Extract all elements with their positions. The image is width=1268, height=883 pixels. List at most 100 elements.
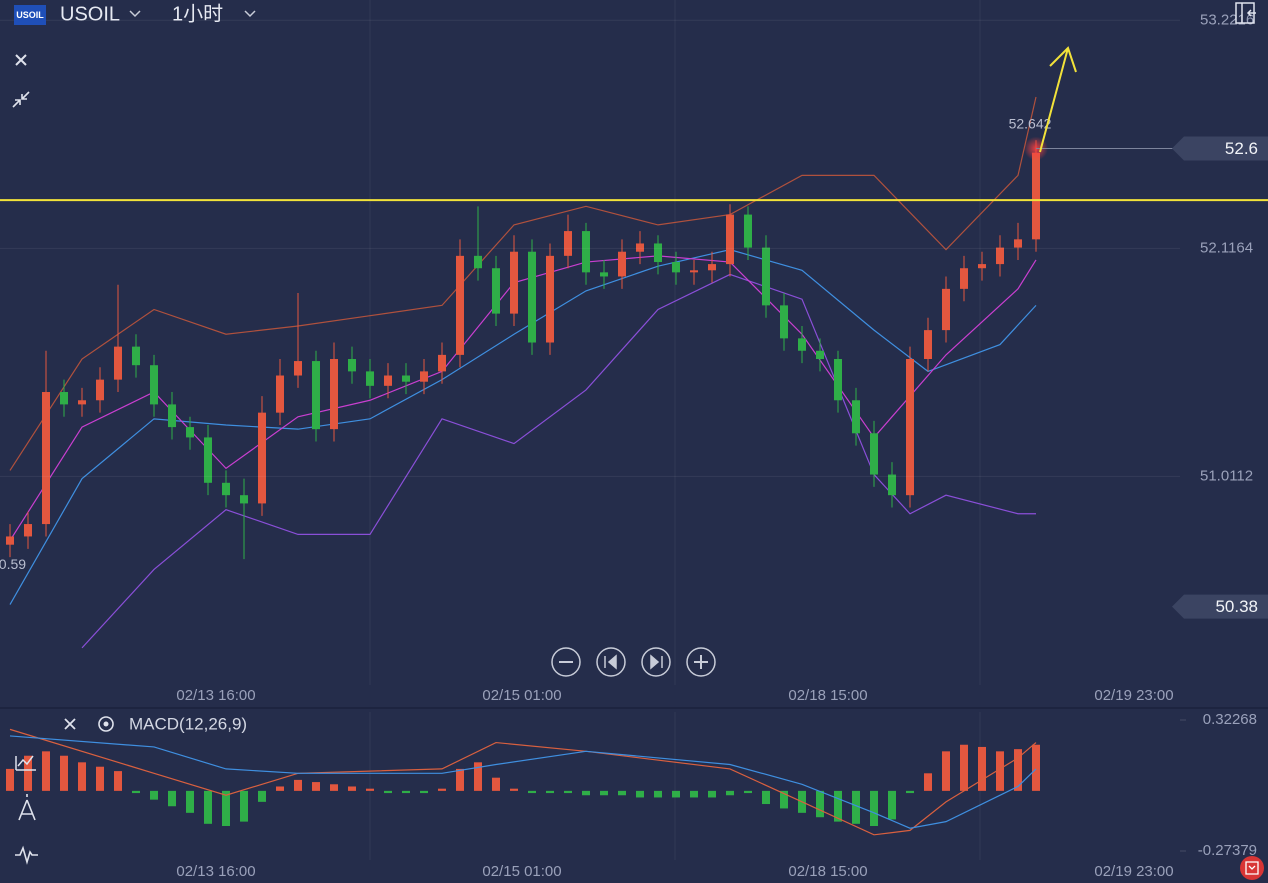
candle-body: [384, 375, 392, 386]
candle-body: [528, 251, 536, 343]
candle-body: [960, 268, 968, 289]
candle-body: [1014, 239, 1022, 248]
candle-body: [330, 359, 338, 430]
macd-bar: [888, 790, 896, 820]
candle-body: [510, 251, 518, 314]
low-price-tag: 50.38: [1215, 597, 1258, 616]
macd-bar: [978, 746, 986, 791]
panel-toggle[interactable]: [1235, 2, 1256, 24]
macd-bar: [312, 782, 320, 791]
candle-body: [942, 288, 950, 331]
y-tick-label: 52.1164: [1200, 239, 1253, 256]
macd-bar: [942, 751, 950, 791]
candle-body: [222, 482, 230, 496]
high-label: 52.642: [1009, 116, 1052, 132]
macd-bar: [60, 755, 68, 791]
candle-body: [42, 392, 50, 525]
candle-body: [834, 359, 842, 401]
candle-body: [348, 359, 356, 372]
macd-bar: [366, 788, 374, 791]
macd-bar: [726, 790, 734, 796]
candle-body: [240, 495, 248, 504]
macd-bar: [1014, 749, 1022, 791]
x-tick-label: 02/19 23:00: [1094, 863, 1173, 880]
candle-body: [366, 371, 374, 386]
macd-label: MACD(12,26,9): [129, 714, 247, 733]
scroll-end[interactable]: [641, 647, 671, 677]
macd-bar: [762, 790, 770, 805]
low-price-tag-shape: [1172, 594, 1268, 619]
candle-body: [294, 361, 302, 376]
macd-bar: [96, 766, 104, 791]
macd-bar: [294, 779, 302, 791]
macd-bar: [654, 790, 662, 798]
macd-bar: [906, 790, 914, 794]
symbol[interactable]: USOIL: [60, 3, 120, 25]
candle-body: [546, 255, 554, 343]
macd-bar: [204, 790, 212, 824]
candle-body: [132, 346, 140, 366]
candle-body: [582, 231, 590, 273]
indicator-tool[interactable]: [15, 755, 36, 771]
candle-body: [672, 262, 680, 273]
close-button[interactable]: [15, 54, 27, 66]
candle-body: [924, 330, 932, 360]
zoom-in[interactable]: [686, 647, 716, 677]
macd-bar: [816, 790, 824, 818]
macd-plot: [6, 728, 1040, 836]
macd-bar: [834, 790, 842, 822]
macd-bar: [348, 786, 356, 791]
candle-body: [312, 361, 320, 430]
macd-bar: [546, 790, 554, 794]
zoom-out[interactable]: [551, 647, 581, 677]
candle-body: [60, 392, 68, 405]
candle-body: [402, 375, 410, 382]
candle-body: [744, 214, 752, 248]
macd-bar: [150, 790, 158, 800]
macd-bar: [582, 790, 590, 796]
price-label: 50.59: [0, 556, 26, 572]
x-tick-label: 02/15 01:00: [482, 863, 561, 880]
macd-close[interactable]: [64, 718, 76, 730]
candle-body: [852, 400, 860, 434]
candle-body: [996, 247, 1004, 265]
candle-body: [798, 338, 806, 351]
macd-bar: [780, 790, 788, 809]
collapse-button[interactable]: [12, 91, 30, 108]
macd-bar: [240, 790, 248, 822]
interval-chevron[interactable]: [244, 10, 256, 18]
macd-settings[interactable]: [98, 716, 114, 732]
macd-bar: [222, 790, 230, 827]
macd-bar: [402, 790, 410, 794]
scroll-start[interactable]: [596, 647, 626, 677]
candle-body: [168, 404, 176, 428]
macd-bar: [870, 790, 878, 827]
last-price-tag: 52.6: [1225, 139, 1258, 158]
macd-bar: [276, 786, 284, 791]
draw-tool[interactable]: [18, 794, 36, 821]
wave-tool[interactable]: [15, 845, 38, 865]
corner-badge[interactable]: [1240, 856, 1264, 880]
last-price-tag-shape: [1172, 136, 1268, 161]
macd-bar: [708, 790, 716, 798]
interval[interactable]: 1小时: [172, 2, 223, 25]
candle-body: [690, 270, 698, 273]
y-tick-label: 53.2216: [1200, 11, 1254, 28]
macd-bar: [690, 790, 698, 798]
x-tick-label: 02/19 23:00: [1094, 687, 1173, 704]
macd-bar: [960, 744, 968, 791]
macd-line: [9, 728, 1037, 836]
candle-body: [816, 350, 824, 360]
indicator-line: [81, 273, 1036, 649]
y-tick-label: 51.0112: [1200, 467, 1253, 484]
macd-bar: [600, 790, 608, 796]
zoom-controls: [551, 647, 716, 677]
macd-bar: [114, 771, 122, 791]
candle-body: [420, 371, 428, 382]
symbol-chevron[interactable]: [129, 10, 141, 18]
macd-bar: [1032, 744, 1040, 791]
candle-body: [870, 433, 878, 475]
macd-bar: [258, 790, 266, 802]
